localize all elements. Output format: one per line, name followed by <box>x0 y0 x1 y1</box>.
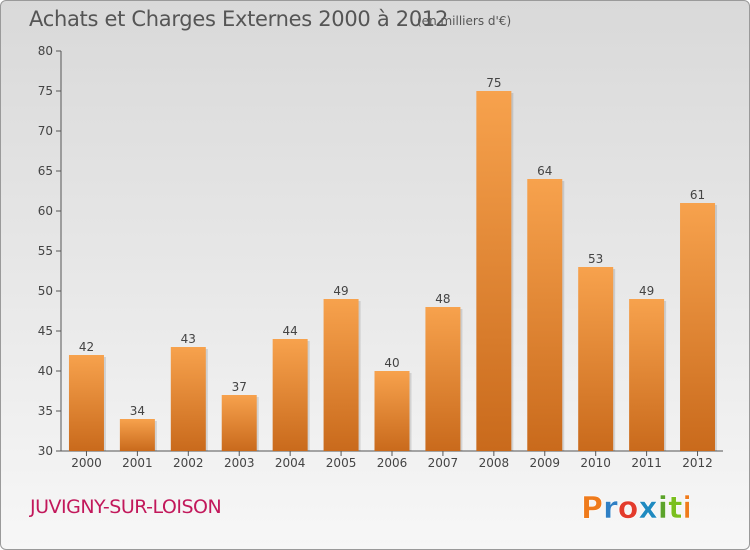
x-tick-label: 2001 <box>122 456 153 470</box>
x-tick-label: 2003 <box>224 456 255 470</box>
y-tick-label: 70 <box>38 124 53 138</box>
bar-value-label: 40 <box>384 356 399 370</box>
x-tick-label: 2008 <box>479 456 510 470</box>
x-tick-label: 2011 <box>631 456 662 470</box>
bar-2003 <box>221 395 257 451</box>
proxiti-logo: Proxiti <box>581 491 689 527</box>
commune-name: JUVIGNY-SUR-LOISON <box>30 496 222 518</box>
bar-2012 <box>680 203 716 451</box>
y-tick-label: 50 <box>38 284 53 298</box>
x-tick-label: 2010 <box>580 456 611 470</box>
bar-value-label: 34 <box>130 404 145 418</box>
x-tick-label: 2002 <box>173 456 204 470</box>
chart-title: Achats et Charges Externes 2000 à 2012 <box>29 7 449 31</box>
bar-2002 <box>170 347 206 451</box>
bar-value-label: 53 <box>588 252 603 266</box>
bar-value-label: 64 <box>537 164 552 178</box>
bar-value-label: 75 <box>486 76 501 90</box>
y-tick-label: 65 <box>38 164 53 178</box>
bar-value-label: 48 <box>435 292 450 306</box>
x-tick-label: 2004 <box>275 456 306 470</box>
bar-2000 <box>68 355 104 451</box>
x-tick-label: 2000 <box>71 456 102 470</box>
bar-2006 <box>374 371 410 451</box>
x-tick-label: 2009 <box>529 456 560 470</box>
bar-value-label: 44 <box>283 324 298 338</box>
x-tick-label: 2007 <box>428 456 459 470</box>
bar-value-label: 49 <box>639 284 654 298</box>
bar-2010 <box>578 267 614 451</box>
y-tick-label: 45 <box>38 324 53 338</box>
chart-subtitle: (en milliers d'€) <box>417 14 512 28</box>
x-tick-label: 2006 <box>377 456 408 470</box>
y-tick-label: 35 <box>38 404 53 418</box>
bar-2007 <box>425 307 461 451</box>
y-tick-label: 60 <box>38 204 53 218</box>
bar-value-label: 49 <box>333 284 348 298</box>
bar-2011 <box>629 299 665 451</box>
bar-value-label: 61 <box>690 188 705 202</box>
x-tick-label: 2005 <box>326 456 357 470</box>
y-tick-label: 40 <box>38 364 53 378</box>
y-tick-label: 55 <box>38 244 53 258</box>
y-tick-label: 30 <box>38 444 53 458</box>
bar-value-label: 43 <box>181 332 196 346</box>
bar-value-label: 37 <box>232 380 247 394</box>
bar-2004 <box>272 339 308 451</box>
logo-wordmark: Proxiti <box>581 491 689 526</box>
bar-2005 <box>323 299 359 451</box>
bar-2009 <box>527 179 563 451</box>
bar-2008 <box>476 91 512 451</box>
y-tick-label: 75 <box>38 84 53 98</box>
x-tick-label: 2012 <box>682 456 713 470</box>
bar-value-label: 42 <box>79 340 94 354</box>
bar-2001 <box>119 419 155 451</box>
y-tick-label: 80 <box>38 44 53 58</box>
